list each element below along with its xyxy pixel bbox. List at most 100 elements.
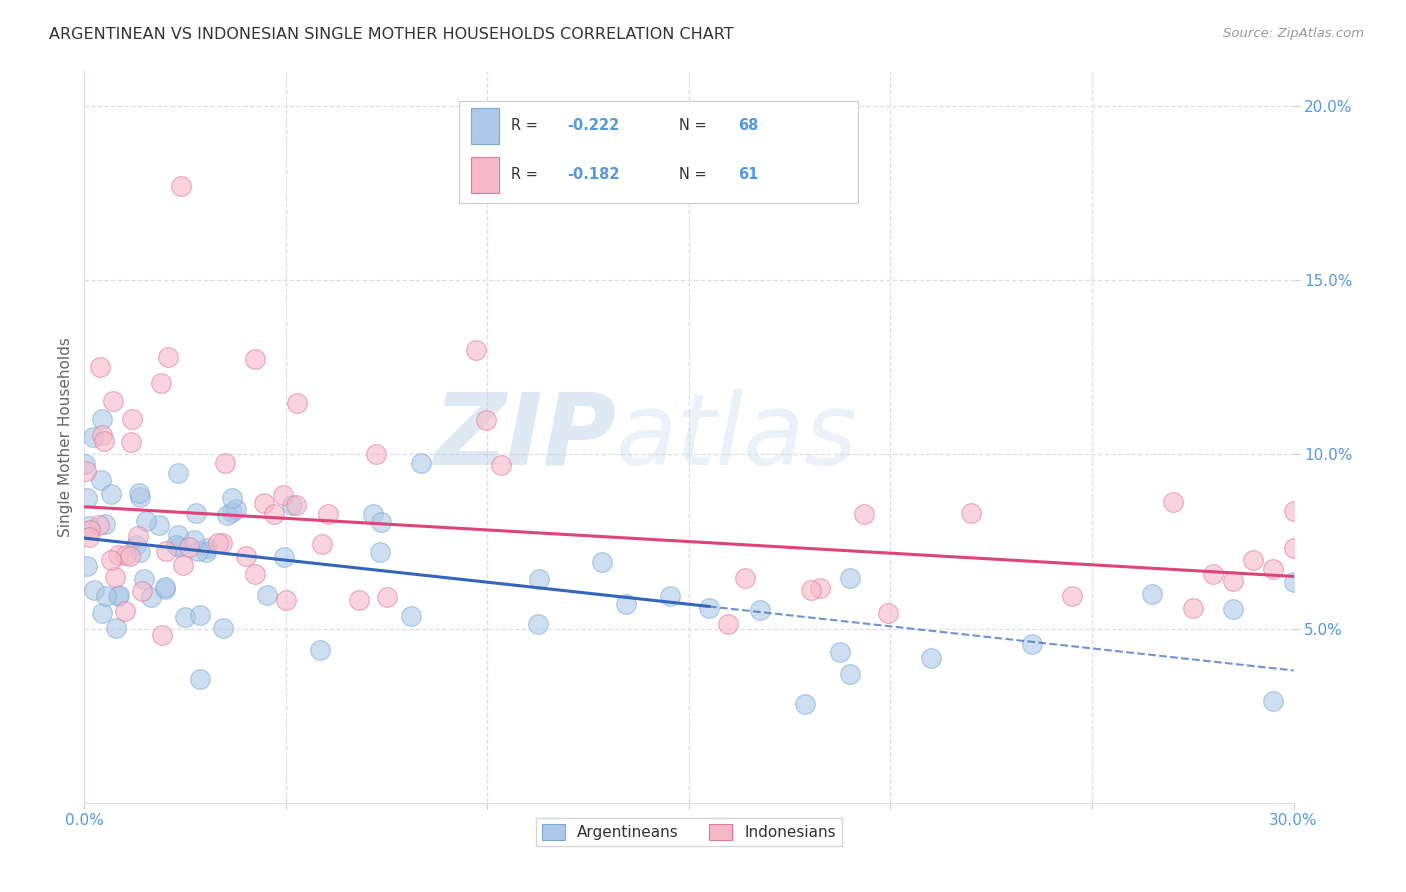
Point [364,446,387,460]
Point [285,396,308,410]
Point [308,642,330,657]
Point [76,491,98,505]
Point [167,540,190,554]
Point [90,412,112,426]
Point [717,617,740,632]
Point [316,508,339,522]
Point [91,606,114,620]
Point [876,606,898,620]
Point [1060,589,1083,603]
Point [129,544,152,558]
Point [409,456,432,470]
Point [253,496,276,510]
Point [120,434,142,449]
Point [100,553,122,567]
Point [217,508,239,523]
Point [370,516,392,530]
Point [245,351,267,366]
Point [93,434,115,448]
Point [118,549,141,564]
Point [107,589,129,603]
Point [920,650,942,665]
Point [271,488,294,502]
Point [960,507,983,521]
Point [100,486,122,500]
Point [263,507,285,521]
Point [114,604,136,618]
Point [155,543,177,558]
Point [148,518,170,533]
Point [167,527,190,541]
Point [527,573,550,587]
Point [273,550,295,565]
Point [1241,552,1264,566]
Point [76,559,98,574]
Text: ARGENTINEAN VS INDONESIAN SINGLE MOTHER HOUSEHOLDS CORRELATION CHART: ARGENTINEAN VS INDONESIAN SINGLE MOTHER … [49,27,734,42]
Point [1222,602,1244,616]
Point [153,582,176,596]
Point [527,617,550,632]
Point [186,506,208,520]
Point [104,570,127,584]
Point [697,601,720,615]
Point [489,458,512,472]
Point [221,491,243,505]
Point [475,413,498,427]
Point [1222,574,1244,589]
Point [1282,541,1305,555]
Point [89,518,111,533]
Point [125,538,148,552]
Point [361,507,384,521]
Point [108,588,131,602]
Point [195,545,218,559]
Point [107,548,129,562]
Point [464,343,486,357]
Point [170,179,193,194]
Point [274,593,297,607]
Point [135,514,157,528]
Point [614,597,637,611]
Point [129,490,152,504]
Point [173,610,195,624]
Point [153,580,176,594]
Point [75,457,97,471]
Point [134,572,156,586]
Point [800,582,823,597]
Point [150,376,173,390]
Point [749,603,772,617]
Point [243,566,266,581]
Point [90,428,112,442]
Point [281,498,304,512]
Point [128,486,150,500]
Point [121,412,143,426]
Point [212,621,235,635]
Point [256,588,278,602]
Point [211,536,233,550]
Point [79,524,101,538]
Point [794,697,817,711]
Point [188,608,211,623]
Point [214,456,236,470]
Point [157,350,180,364]
Point [1021,637,1043,651]
Point [82,430,104,444]
Point [190,672,212,686]
Point [399,608,422,623]
Point [839,571,862,585]
Point [131,583,153,598]
Point [370,545,392,559]
Text: Source: ZipAtlas.com: Source: ZipAtlas.com [1223,27,1364,40]
Point [1263,694,1285,708]
Point [1161,495,1184,509]
Point [734,570,756,584]
Point [1263,562,1285,576]
Point [1142,587,1164,601]
Point [104,621,127,635]
Point [90,473,112,487]
Point [235,549,257,563]
Text: ZIP: ZIP [433,389,616,485]
Point [839,666,862,681]
Point [139,590,162,604]
Point [1202,566,1225,581]
Point [592,555,614,569]
